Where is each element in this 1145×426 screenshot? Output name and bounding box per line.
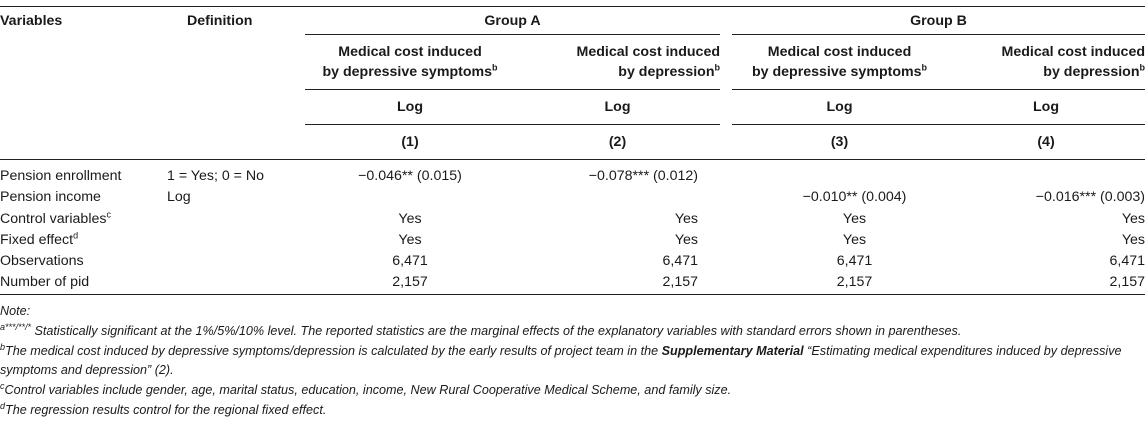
cell-def: 1 = Yes; 0 = No <box>167 168 265 184</box>
header-col2-line2: by depression <box>618 64 715 80</box>
cell-c3: 6,471 <box>836 253 873 270</box>
header-col2-line1: Medical cost induced <box>576 44 720 60</box>
footnote-b-marker: b <box>921 62 928 73</box>
header-log-3: Log <box>732 89 947 125</box>
footnote-marker: d <box>73 230 79 241</box>
cell-c2: Yes <box>674 231 698 248</box>
table-row: Observations 6,471 6,471 6,471 6,471 <box>0 251 1145 272</box>
note-d-marker: d <box>0 400 6 411</box>
cell-c2: 2,157 <box>662 274 698 291</box>
header-col4-line2: by depression <box>1043 64 1140 80</box>
header-col3: Medical cost induced by depressive sympt… <box>732 34 947 90</box>
header-log-4: Log <box>947 89 1145 125</box>
header-col3-line1: Medical cost induced <box>767 44 912 60</box>
cell-def: Log <box>167 189 191 206</box>
cell-var: Pension enrollment <box>0 168 122 184</box>
cell-var: Pension income <box>0 189 101 206</box>
cell-var: Fixed effectd <box>0 230 79 248</box>
cell-c1 <box>305 187 515 208</box>
header-log-2: Log <box>515 89 720 125</box>
cell-c3: Yes <box>842 231 867 248</box>
cell-var: Observations <box>0 253 84 270</box>
table-row: Control variablesc Yes Yes Yes Yes <box>0 209 1145 230</box>
footnote-b-marker: b <box>714 62 721 73</box>
cell-c1: −0.046** (0.015) <box>358 168 462 184</box>
note-b-text-2: “Estimating medical expenditures induced… <box>0 343 1122 378</box>
note-a-text: Statistically significant at the 1%/5%/1… <box>31 323 962 338</box>
table-row: Number of pid 2,157 2,157 2,157 2,157 <box>0 272 1145 294</box>
cell-c4: −0.016*** (0.003) <box>1035 189 1145 206</box>
cell-c1: Yes <box>398 210 422 227</box>
results-body: Pension enrollment 1 = Yes; 0 = No −0.046*… <box>0 160 1145 295</box>
cell-c4: 2,157 <box>1109 274 1145 291</box>
note-d: dThe regression results control for the … <box>0 401 1140 421</box>
cell-var: Control variablesc <box>0 208 111 227</box>
cell-c4 <box>947 160 1145 188</box>
cell-c4: Yes <box>1121 210 1145 227</box>
cell-c1: 2,157 <box>392 274 428 291</box>
note-a-marker: a***/**/* <box>0 321 32 332</box>
cell-c2: 6,471 <box>662 253 698 270</box>
header-num-4: (4) <box>1037 134 1055 150</box>
cell-spacer <box>720 160 732 188</box>
header-group-a: Group A <box>305 6 720 35</box>
cell-spacer <box>720 187 732 208</box>
table-notes: Note: a***/**/* Statistically significan… <box>0 302 1140 421</box>
header-col1-line2: by depressive symptoms <box>322 64 493 80</box>
header-col4: Medical cost induced by depressionb <box>947 34 1145 90</box>
note-a: a***/**/* Statistically significant at t… <box>0 322 1140 342</box>
cell-c2: Yes <box>674 210 698 227</box>
cell-c4: Yes <box>1121 231 1145 248</box>
header-col1-line1: Medical cost induced <box>338 44 482 60</box>
table-row: Fixed effectd Yes Yes Yes Yes <box>0 230 1145 251</box>
results-table: Variables Definition Group A Group B Med… <box>0 6 1145 295</box>
footnote-b-marker: b <box>1139 62 1145 73</box>
cell-var: Number of pid <box>0 274 90 291</box>
header-num-2: (2) <box>608 134 627 150</box>
cell-spacer <box>720 209 732 230</box>
table-row: Pension enrollment 1 = Yes; 0 = No −0.046*… <box>0 160 1145 188</box>
note-b: bThe medical cost induced by depressive … <box>0 342 1140 382</box>
note-c-text: Control variables include gender, age, m… <box>4 383 732 398</box>
note-title: Note: <box>0 304 31 318</box>
header-num-3: (3) <box>830 134 849 150</box>
cell-spacer <box>720 251 732 272</box>
cell-c3: Yes <box>842 210 867 227</box>
cell-c1: 6,471 <box>392 253 428 270</box>
cell-c2 <box>515 187 720 208</box>
header-num-1: (1) <box>401 134 419 150</box>
cell-def <box>165 272 305 294</box>
cell-spacer <box>720 230 732 251</box>
cell-spacer <box>720 272 732 294</box>
note-c: cControl variables include gender, age, … <box>0 381 1140 401</box>
note-b-marker: b <box>0 341 6 352</box>
cell-c4: 6,471 <box>1109 253 1145 270</box>
header-variables: Variables <box>0 12 63 29</box>
cell-c3 <box>732 160 947 188</box>
note-c-marker: c <box>0 381 5 391</box>
header-group-b: Group B <box>732 6 1145 35</box>
note-d-text: The regression results control for the r… <box>5 402 327 417</box>
cell-c2: −0.078*** (0.012) <box>588 168 698 184</box>
footnote-marker: c <box>106 208 111 219</box>
cell-def <box>165 230 305 251</box>
cell-def <box>165 209 305 230</box>
cell-c1: Yes <box>398 231 422 248</box>
header-log-1: Log <box>305 89 515 125</box>
header-definition: Definition <box>187 12 253 29</box>
cell-def <box>165 251 305 272</box>
note-b-text-1: The medical cost induced by depressive s… <box>5 343 662 358</box>
table-row: Pension income Log −0.010** (0.004) −0.016*… <box>0 187 1145 208</box>
supplementary-material-ref: Supplementary Material <box>661 343 804 358</box>
footnote-b-marker: b <box>492 62 498 73</box>
header-col1: Medical cost induced by depressive sympt… <box>305 34 515 90</box>
cell-c3: −0.010** (0.004) <box>802 189 907 206</box>
header-col3-line2: by depressive symptoms <box>751 64 922 80</box>
header-col4-line1: Medical cost induced <box>1001 44 1145 60</box>
cell-c3: 2,157 <box>836 274 873 291</box>
header-col2: Medical cost induced by depressionb <box>515 34 721 90</box>
